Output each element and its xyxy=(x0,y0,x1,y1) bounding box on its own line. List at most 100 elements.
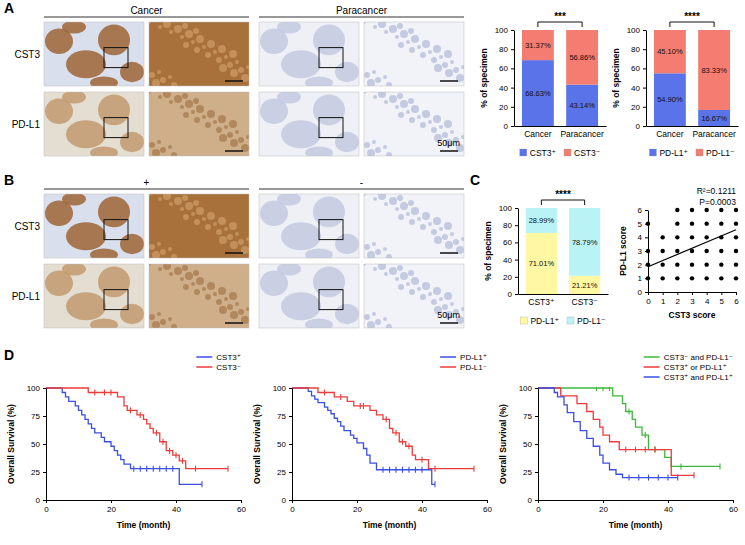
micrograph-texture xyxy=(378,194,386,200)
marks xyxy=(646,208,738,281)
tick-label: 1 xyxy=(638,274,643,283)
micrograph-texture xyxy=(428,292,432,296)
tick-label: 60 xyxy=(483,505,492,514)
micrograph-texture xyxy=(444,292,452,300)
micrograph-texture xyxy=(406,282,410,286)
survival-line xyxy=(292,388,435,484)
micrograph-texture xyxy=(383,317,387,321)
censor-mark xyxy=(408,443,409,449)
tick-mark xyxy=(648,292,649,295)
tick-mark xyxy=(511,68,514,69)
micrograph xyxy=(259,194,359,258)
tick: Paracancer xyxy=(692,126,736,139)
tick-mark xyxy=(535,388,538,389)
tick-mark xyxy=(535,416,538,417)
micrograph-ground xyxy=(364,22,464,86)
y-axis: 020406080100 xyxy=(499,204,519,299)
micrograph-texture xyxy=(230,311,238,319)
data-label: 78.79% xyxy=(572,238,598,247)
axis-line xyxy=(514,31,515,127)
tick-mark xyxy=(511,107,514,108)
legend-swatch xyxy=(644,376,660,378)
tick: 80 xyxy=(503,221,518,230)
micrograph-texture xyxy=(422,282,430,290)
tick-label: 0 xyxy=(282,496,287,505)
micrograph-ground xyxy=(364,194,464,258)
micrograph-texture xyxy=(277,194,301,206)
micrograph-texture xyxy=(191,212,195,216)
bar xyxy=(566,30,598,85)
micrograph xyxy=(259,92,359,156)
micrograph-texture xyxy=(227,62,233,68)
tick-label: 50 xyxy=(31,440,40,449)
tick-label: 20 xyxy=(631,103,640,112)
micrograph-texture xyxy=(281,222,321,250)
micrograph-texture xyxy=(182,265,188,271)
x-axis: 0204060 xyxy=(290,500,492,514)
survival-line xyxy=(292,388,474,469)
bar xyxy=(526,208,557,233)
tick-mark xyxy=(511,30,514,31)
micrograph-texture xyxy=(409,117,415,123)
tick-mark xyxy=(43,500,46,501)
tick: 100 xyxy=(495,26,514,35)
legend: CST3⁻ and PD-L1⁻CST3⁺ or PD-L1⁺CST3⁺ and… xyxy=(644,353,733,382)
tick-mark xyxy=(289,388,292,389)
micrograph-texture xyxy=(202,115,206,119)
tick-label: 6 xyxy=(638,206,643,215)
micrograph-texture xyxy=(400,30,408,38)
micrograph-texture xyxy=(433,287,441,295)
micrograph-texture xyxy=(461,307,464,311)
micrograph-texture xyxy=(367,251,375,258)
tick-mark xyxy=(289,444,292,445)
micrograph-texture xyxy=(227,132,233,138)
micrograph xyxy=(364,194,464,258)
micrograph-texture xyxy=(428,120,432,124)
micrograph-texture xyxy=(168,145,172,149)
micrograph-texture xyxy=(62,264,86,276)
micrograph-texture xyxy=(373,95,377,99)
micrograph-texture xyxy=(218,45,226,53)
micrograph-frame xyxy=(149,264,249,328)
axis-title: Overall Survival (%) xyxy=(252,404,262,484)
inset-box xyxy=(319,290,343,310)
point xyxy=(675,276,679,280)
micrograph-texture xyxy=(66,222,106,250)
tick-label: 0 xyxy=(290,505,295,514)
tick-mark xyxy=(176,500,177,503)
micrograph-texture xyxy=(213,222,217,226)
head-rule xyxy=(44,189,249,190)
tick: 25 xyxy=(523,468,538,477)
micrograph-texture xyxy=(207,212,215,220)
legend-swatch xyxy=(696,149,703,156)
point xyxy=(704,221,708,225)
micrograph-texture xyxy=(185,100,193,108)
point xyxy=(660,262,664,266)
tick-label: 0 xyxy=(504,122,509,131)
micrograph-texture xyxy=(219,134,227,142)
micrograph-texture xyxy=(169,272,173,276)
micrograph-texture xyxy=(160,249,166,255)
column-head: Paracancer xyxy=(336,5,388,16)
tick-label: 80 xyxy=(631,45,640,54)
micrograph-texture xyxy=(193,200,199,206)
micrograph-texture xyxy=(193,98,199,104)
censor-mark xyxy=(162,439,163,445)
micrograph-texture xyxy=(439,227,443,231)
legend-label: PD-L1⁺ xyxy=(659,148,688,158)
x-axis: 0123456 xyxy=(646,292,739,306)
axis-title: % of specimen xyxy=(483,221,493,281)
tick-mark xyxy=(677,292,678,295)
y-axis: 020406080100 xyxy=(627,26,647,131)
axis-line xyxy=(47,500,242,501)
legend-label: CST3⁺ and PD-L1⁺ xyxy=(664,373,733,382)
survival-line xyxy=(538,388,678,478)
micrograph-texture xyxy=(389,197,397,205)
micrograph-texture xyxy=(335,234,359,254)
fit-line xyxy=(648,230,736,267)
data-label: 83.33% xyxy=(701,66,727,75)
tick-mark xyxy=(422,500,423,503)
point xyxy=(734,235,738,239)
micrograph-ground xyxy=(44,22,144,86)
point xyxy=(690,208,694,212)
